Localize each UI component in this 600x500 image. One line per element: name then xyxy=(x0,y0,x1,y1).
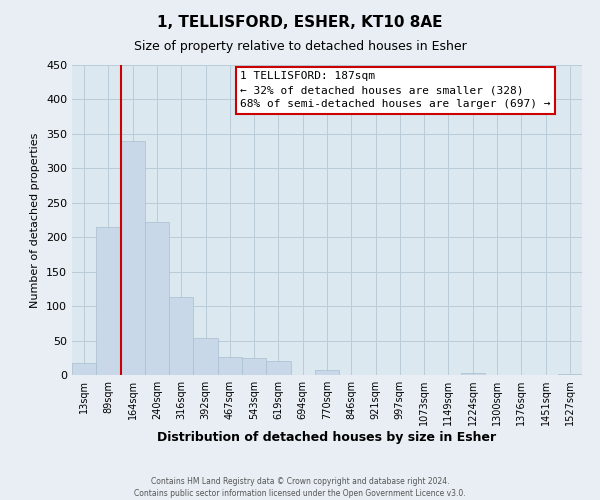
Bar xyxy=(145,222,169,375)
Y-axis label: Number of detached properties: Number of detached properties xyxy=(31,132,40,308)
Bar xyxy=(558,374,582,375)
Bar xyxy=(96,227,121,375)
Text: 1 TELLISFORD: 187sqm
← 32% of detached houses are smaller (328)
68% of semi-deta: 1 TELLISFORD: 187sqm ← 32% of detached h… xyxy=(240,71,551,109)
Bar xyxy=(315,370,339,375)
X-axis label: Distribution of detached houses by size in Esher: Distribution of detached houses by size … xyxy=(157,431,497,444)
Bar xyxy=(193,338,218,375)
Bar xyxy=(461,373,485,375)
Bar xyxy=(218,357,242,375)
Text: Contains HM Land Registry data © Crown copyright and database right 2024.
Contai: Contains HM Land Registry data © Crown c… xyxy=(134,476,466,498)
Bar xyxy=(121,141,145,375)
Bar xyxy=(266,361,290,375)
Text: Size of property relative to detached houses in Esher: Size of property relative to detached ho… xyxy=(134,40,466,53)
Bar xyxy=(72,362,96,375)
Bar xyxy=(242,358,266,375)
Text: 1, TELLISFORD, ESHER, KT10 8AE: 1, TELLISFORD, ESHER, KT10 8AE xyxy=(157,15,443,30)
Bar xyxy=(169,297,193,375)
